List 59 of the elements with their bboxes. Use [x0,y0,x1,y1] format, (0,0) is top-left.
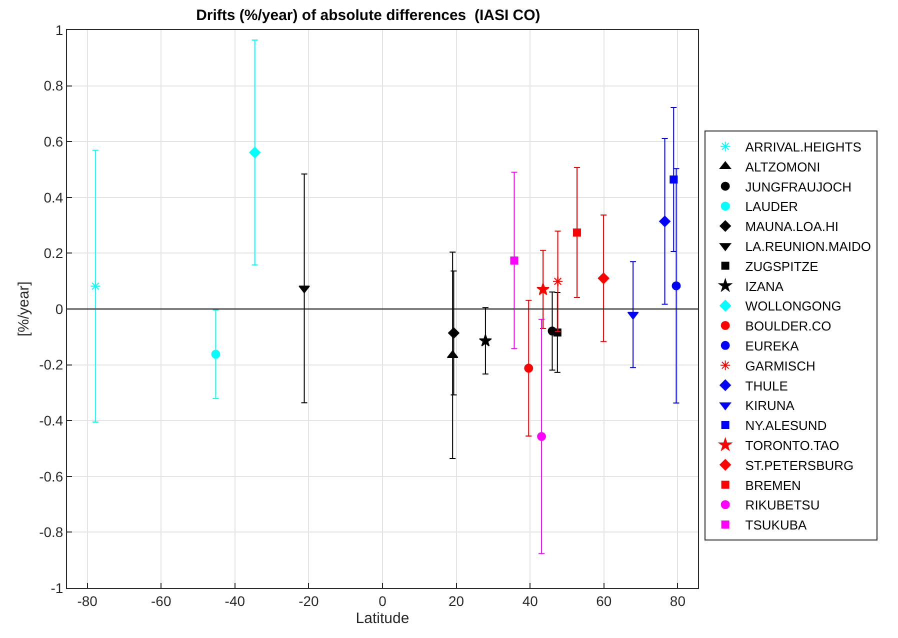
legend-label: ST.PETERSBURG [745,458,854,473]
x-tick-label: 0 [378,592,387,609]
y-tick-label: 0.2 [44,245,64,262]
point [627,312,639,320]
y-tick-label: 0.8 [44,78,64,94]
legend-label: TSUKUBA [745,518,808,533]
y-tick-label: -0.6 [39,468,64,484]
legend-label: LAUDER [745,199,798,214]
legend-label: IZANA [745,278,784,294]
x-tick-label: 40 [522,592,538,609]
legend-label: ALTZOMONI [745,159,820,174]
point [478,334,492,346]
point [536,282,550,296]
legend-label: KIRUNA [745,398,795,414]
point [448,327,460,339]
point [524,364,534,373]
point [672,281,681,290]
legend-label: THULE [745,378,788,394]
legend-label: BOULDER.CO [745,318,832,334]
legend-label: MAUNA.LOA.HI [745,219,838,234]
point [659,216,670,228]
legend-label: BREMEN [745,478,801,493]
x-tick-label: 20 [448,592,464,609]
legend-label: LA.REUNION.MAIDO [745,238,871,254]
legend-label: JUNGFRAUJOCH [745,179,852,194]
legend-label: ZUGSPITZE [745,258,819,274]
legend-label: NY.ALESUND [745,418,827,434]
point [598,272,610,284]
y-axis-title: [%/year] [15,281,32,337]
point [552,276,564,287]
y-tick-label: -1 [50,580,64,596]
point [90,280,101,292]
legend-label: EUREKA [745,338,800,354]
legend-label: TORONTO.TAO [745,438,840,453]
x-axis-title: Latitude [356,610,410,627]
y-tick-label: 0 [55,300,64,317]
x-tick-label: -60 [150,592,172,609]
y-tick-label: -0.2 [39,356,64,373]
y-tick-label: 0.6 [44,134,64,150]
legend-label: GARMISCH [745,358,816,374]
x-tick-label: -20 [298,592,320,609]
point [211,350,220,359]
x-tick-label: -40 [224,592,246,609]
legend-label: RIKUBETSU [745,498,820,513]
chart-title: Drifts (%/year) of absolute differences (IASI CO) [196,7,540,24]
x-tick-label: -80 [77,592,98,609]
y-tick-label: -0.4 [39,412,64,428]
legend-label: WOLLONGONG [745,298,842,314]
x-tick-label: 80 [670,592,686,609]
y-tick-label: 0.4 [44,189,64,206]
point [510,256,518,264]
y-tick-label: -0.8 [39,524,64,540]
point [249,146,261,158]
x-tick-label: 60 [596,592,612,609]
legend-label: ARRIVAL.HEIGHTS [745,139,862,154]
y-tick-label: 1 [55,22,64,38]
point [572,228,581,237]
point [670,176,678,184]
point [537,432,546,441]
